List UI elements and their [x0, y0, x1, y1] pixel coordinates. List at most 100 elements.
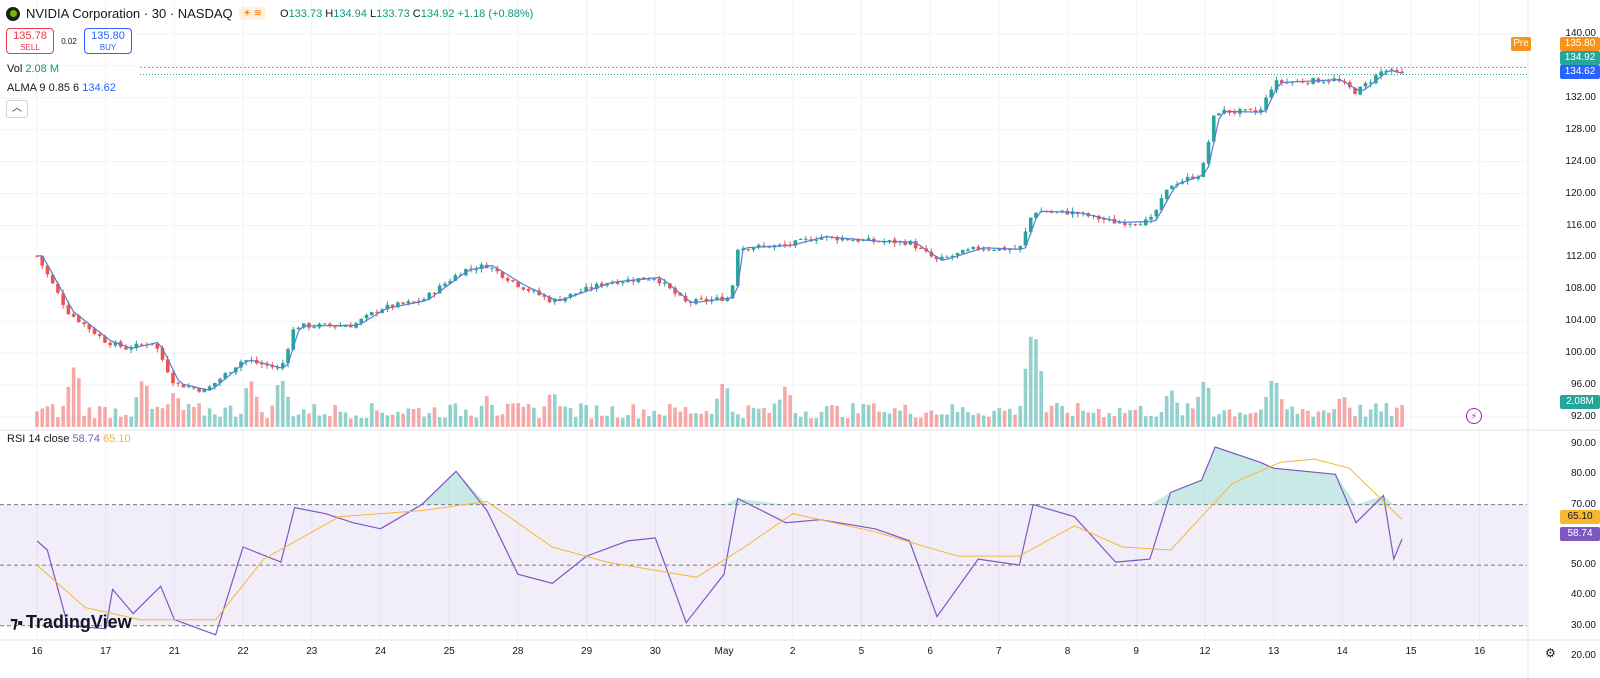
candle-body [181, 384, 186, 388]
volume-bar [1259, 409, 1263, 427]
rsi-line [36, 446, 1403, 636]
time-tick-label: 9 [1133, 646, 1139, 657]
volume-bar [605, 415, 609, 427]
volume-bar [678, 411, 683, 427]
volume-bar [396, 411, 400, 427]
last-price-label: 134.92 [1560, 51, 1600, 65]
candle-body [155, 343, 160, 349]
volume-bar [631, 404, 636, 427]
volume-legend[interactable]: Vol 2.08 M [7, 63, 59, 75]
candle-body [139, 344, 144, 346]
candle-body [966, 249, 970, 251]
candle-body [108, 342, 113, 346]
candle-body [835, 237, 840, 241]
time-tick-label: 17 [100, 646, 112, 657]
volume-bar [1128, 410, 1132, 427]
candle-body [1321, 81, 1326, 83]
time-tick-label: May [714, 646, 734, 657]
low-value: 133.73 [376, 7, 410, 20]
candle-body [673, 287, 677, 294]
volume-bar [437, 417, 442, 427]
settings-gear-icon[interactable]: ⚙ [1545, 646, 1556, 660]
sell-button[interactable]: 135.78 SELL [6, 28, 54, 54]
candle-body [322, 323, 327, 325]
close-value: 134.92 [420, 7, 455, 20]
volume-bar [1008, 408, 1012, 427]
volume-bar [40, 408, 45, 427]
rsi-tick-label: 40.00 [1570, 589, 1596, 601]
spread-value: 0.02 [61, 36, 77, 46]
volume-bar [652, 410, 656, 427]
volume-bar [281, 381, 285, 427]
volume-bar [474, 417, 479, 427]
volume-bar [479, 405, 484, 427]
rsi-legend[interactable]: RSI 14 close 58.74 65.10 [7, 433, 131, 445]
volume-bar [411, 409, 416, 427]
chevron-up-icon: ︿ [12, 103, 22, 114]
candle-body [647, 279, 651, 281]
candle-body [1279, 80, 1284, 83]
candle-body [1143, 219, 1148, 226]
candle-body [213, 382, 217, 387]
volume-bar [61, 405, 65, 427]
candle-body [260, 362, 264, 365]
volume-bar [490, 404, 494, 427]
volume-bar [668, 403, 672, 427]
candle-body [1400, 71, 1404, 74]
volume-bar [1034, 339, 1038, 427]
volume-bar [762, 407, 766, 427]
volume-bar [1269, 380, 1274, 427]
candle-body [819, 236, 824, 240]
volume-bar [584, 405, 588, 427]
volume-bar [443, 417, 447, 427]
candle-body [694, 299, 698, 304]
volume-bar [532, 407, 536, 427]
volume-bar [903, 404, 908, 427]
volume-bar [851, 403, 855, 427]
candle-body [762, 245, 766, 247]
volume-bar [45, 406, 50, 427]
volume-bar [594, 405, 599, 427]
volume-bar [484, 396, 489, 427]
volume-bar [1044, 412, 1049, 427]
candle-body [1327, 81, 1331, 83]
price-tick-label: 128.00 [1565, 123, 1596, 135]
candle-body [526, 288, 531, 291]
flash-icon[interactable]: ⚡ [1466, 408, 1482, 424]
candle-body [751, 248, 756, 250]
candle-body [97, 334, 102, 336]
volume-bar [1112, 416, 1117, 427]
wave-icon: ≋ [253, 8, 262, 19]
volume-bar [835, 405, 840, 427]
candle-body [1034, 212, 1038, 219]
open-value: 133.73 [288, 7, 323, 20]
candle-body [1028, 217, 1033, 232]
candle-body [652, 278, 656, 280]
volume-bar [1117, 408, 1122, 427]
buy-button[interactable]: 135.80 BUY [84, 28, 132, 54]
session-badge[interactable]: ☀ ≋ [238, 7, 266, 20]
volume-bar [955, 411, 960, 427]
volume-bar [301, 409, 306, 427]
candle-body [511, 280, 515, 282]
volume-bar [793, 413, 798, 427]
volume-bar [291, 416, 296, 427]
symbol-title[interactable]: NVIDIA Corporation · 30 · NASDAQ [26, 6, 233, 21]
volume-bar [715, 398, 719, 427]
candle-body [417, 300, 421, 302]
candle-body [1253, 110, 1258, 113]
candle-body [270, 366, 275, 368]
alma-legend[interactable]: ALMA 9 0.85 6 134.62 [7, 82, 116, 94]
volume-bar [1227, 409, 1232, 427]
candle-body [940, 256, 944, 260]
time-tick-label: 25 [443, 646, 455, 657]
alma-line [37, 69, 1403, 392]
tradingview-logo[interactable]: ⁊▪ TradingView [10, 612, 132, 632]
rsi-tick-label: 20.00 [1570, 650, 1596, 661]
volume-bar [35, 411, 39, 427]
candle-body [1060, 210, 1064, 212]
volume-bar [647, 416, 651, 427]
collapse-legend-button[interactable]: ︿ [6, 100, 28, 118]
volume-bar [1123, 412, 1127, 427]
